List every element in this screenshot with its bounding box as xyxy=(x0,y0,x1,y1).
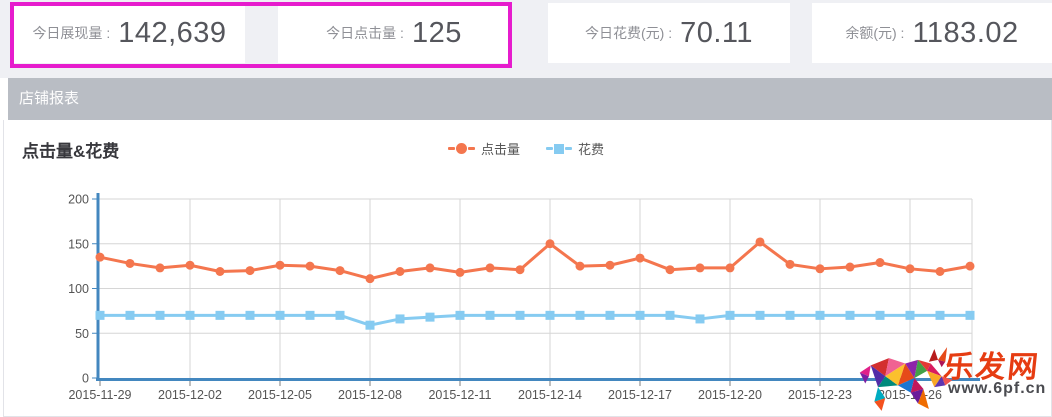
watermark-site-url: www.6pf.cn xyxy=(948,380,1047,397)
stat-label: 今日展现量 : xyxy=(32,25,111,41)
chart-legend: 点击量 花费 xyxy=(448,139,604,158)
svg-text:2015-12-02: 2015-12-02 xyxy=(158,388,222,402)
legend-line-icon xyxy=(448,147,455,150)
svg-text:2015-12-08: 2015-12-08 xyxy=(338,388,402,402)
stat-label: 余额(元) : xyxy=(845,25,905,41)
stat-card-impressions: 今日展现量 : 142,639 xyxy=(14,3,245,63)
stats-strip: 今日展现量 : 142,639 今日点击量 : 125 今日花费(元) : 70… xyxy=(0,0,1052,78)
stat-card-cost: 今日花费(元) : 70.11 xyxy=(548,3,790,63)
legend-circle-marker-icon xyxy=(456,143,467,154)
svg-text:2015-12-14: 2015-12-14 xyxy=(518,388,582,402)
svg-text:50: 50 xyxy=(75,327,89,341)
bull-logo-icon xyxy=(859,347,953,411)
stat-value: 142,639 xyxy=(118,16,227,49)
watermark: 乐发网 www.6pf.cn xyxy=(858,338,1052,417)
svg-text:100: 100 xyxy=(68,282,89,296)
stat-value: 125 xyxy=(411,16,462,49)
legend-line-icon xyxy=(546,147,554,150)
legend-label: 花费 xyxy=(578,142,605,157)
svg-text:2015-12-23: 2015-12-23 xyxy=(788,388,852,402)
stat-label: 今日点击量 : xyxy=(326,25,404,41)
svg-text:2015-12-11: 2015-12-11 xyxy=(428,388,491,402)
line-chart[interactable]: 0 50 100 150 200 2015-11-29 2015-12-02 2015-12-… xyxy=(0,180,1052,417)
section-title: 店铺报表 xyxy=(19,90,80,107)
stat-value: 70.11 xyxy=(680,16,754,49)
legend-item-cost[interactable]: 花费 xyxy=(546,139,604,158)
section-header: 店铺报表 xyxy=(8,78,1052,120)
svg-text:2015-12-05: 2015-12-05 xyxy=(248,388,312,402)
legend-line-icon xyxy=(565,147,573,150)
legend-line-icon xyxy=(468,147,475,150)
chart-title: 点击量&花费 xyxy=(22,142,120,161)
legend-label: 点击量 xyxy=(481,142,521,157)
stat-card-balance: 余额(元) : 1183.02 xyxy=(812,3,1052,63)
stat-card-clicks: 今日点击量 : 125 xyxy=(278,3,510,63)
svg-text:2015-12-20: 2015-12-20 xyxy=(698,388,762,402)
stat-label: 今日花费(元) : xyxy=(584,25,673,41)
svg-text:0: 0 xyxy=(82,372,89,386)
legend-item-clicks[interactable]: 点击量 xyxy=(448,139,520,158)
svg-text:200: 200 xyxy=(68,193,89,207)
svg-text:150: 150 xyxy=(68,237,89,251)
stat-value: 1183.02 xyxy=(912,16,1019,49)
svg-text:2015-11-29: 2015-11-29 xyxy=(68,388,131,402)
svg-text:2015-12-17: 2015-12-17 xyxy=(608,388,672,402)
legend-square-marker-icon xyxy=(554,143,565,154)
